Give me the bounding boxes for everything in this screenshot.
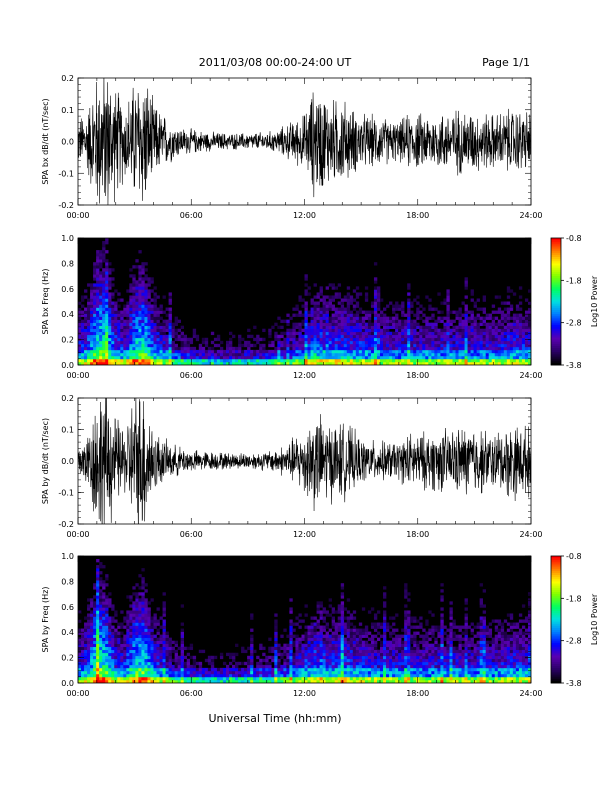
by-spectrogram-panel: -0.8 -1.8 -2.8 -3.8 Log10 Power 00:00 06:00 12:…	[41, 552, 599, 698]
y-axis-label: SPA bx dB/dt (nT/sec)	[41, 98, 50, 184]
y-tick-label: 1.0	[61, 234, 74, 243]
x-tick-label: 00:00	[66, 371, 89, 380]
x-tick-label: 18:00	[406, 211, 429, 220]
x-tick-label: 06:00	[180, 530, 203, 539]
y-tick-label: 0.8	[61, 259, 74, 268]
x-tick-label: 06:00	[180, 689, 203, 698]
y-tick-label: 0.0	[61, 138, 74, 147]
y-tick-label: 0.0	[61, 361, 74, 370]
y-tick-label: -0.2	[58, 520, 74, 529]
y-tick-label: 1.0	[61, 552, 74, 561]
y-axis-label: SPA bx Freq (Hz)	[41, 269, 50, 335]
bx-timeseries-trace	[78, 78, 531, 205]
x-tick-label: 24:00	[519, 689, 542, 698]
y-tick-label: 0.8	[61, 577, 74, 586]
x-tick-label: 12:00	[293, 211, 316, 220]
colorbar-tick-label: -1.8	[566, 594, 582, 603]
colorbar-tick-label: -1.8	[566, 276, 582, 285]
page-title: 2011/03/08 00:00-24:00 UT	[199, 56, 352, 69]
y-axis-label: SPA by dB/dt (nT/sec)	[41, 418, 50, 504]
by-spectrogram-colorbar: -0.8 -1.8 -2.8 -3.8 Log10 Power	[550, 552, 599, 688]
x-tick-label: 12:00	[293, 530, 316, 539]
x-tick-label: 12:00	[293, 371, 316, 380]
x-tick-label: 24:00	[519, 371, 542, 380]
y-tick-label: 0.4	[61, 628, 74, 637]
colorbar-tick-label: -0.8	[566, 234, 582, 243]
colorbar-tick-label: -3.8	[566, 679, 582, 688]
x-tick-label: 18:00	[406, 371, 429, 380]
y-tick-label: 0.6	[61, 603, 74, 612]
y-tick-label: 0.1	[61, 426, 74, 435]
x-tick-label: 06:00	[180, 371, 203, 380]
y-tick-label: -0.2	[58, 201, 74, 210]
y-tick-label: 0.4	[61, 310, 74, 319]
colorbar-tick-label: -0.8	[566, 552, 582, 561]
x-tick-label: 12:00	[293, 689, 316, 698]
y-tick-label: 0.2	[61, 336, 74, 345]
y-tick-label: 0.2	[61, 654, 74, 663]
y-tick-label: 0.6	[61, 285, 74, 294]
bx-spectrogram-cells	[78, 238, 531, 365]
colorbar-label: Log10 Power	[590, 275, 599, 327]
by-timeseries-panel: 00:00 06:00 12:00 18:00 24:00 -0.2 -0.1 0.0 0.1 0…	[41, 394, 543, 539]
bx-spectrogram-panel: -0.8 -1.8 -2.8 -3.8 Log10 Power 00:00 06:00 12:…	[41, 234, 599, 380]
y-tick-label: 0.2	[61, 394, 74, 403]
by-timeseries-trace	[78, 398, 531, 524]
bx-timeseries-panel: 00:00 06:00 12:00 18:00 24:00 -0.2 -0.1 0.0 0.1 0…	[41, 74, 543, 220]
colorbar-label: Log10 Power	[590, 593, 599, 645]
y-axis-label: SPA by Freq (Hz)	[41, 587, 50, 653]
bx-spectrogram-colorbar: -0.8 -1.8 -2.8 -3.8 Log10 Power	[550, 234, 599, 370]
x-tick-label: 06:00	[180, 211, 203, 220]
y-tick-label: -0.1	[58, 489, 74, 498]
x-tick-label: 00:00	[66, 530, 89, 539]
x-tick-label: 24:00	[519, 211, 542, 220]
by-spectrogram-cells	[78, 556, 531, 683]
y-tick-label: 0.0	[61, 679, 74, 688]
x-tick-label: 00:00	[66, 689, 89, 698]
x-tick-label: 18:00	[406, 530, 429, 539]
y-tick-label: -0.1	[58, 169, 74, 178]
colorbar-tick-label: -2.8	[566, 319, 582, 328]
panels: 00:00 06:00 12:00 18:00 24:00 -0.2 -0.1 0.0 0.1 0…	[41, 74, 599, 698]
y-tick-label: 0.0	[61, 457, 74, 466]
y-tick-label: 0.1	[61, 106, 74, 115]
x-tick-label: 24:00	[519, 530, 542, 539]
y-tick-label: 0.2	[61, 74, 74, 83]
x-tick-label: 18:00	[406, 689, 429, 698]
x-tick-label: 00:00	[66, 211, 89, 220]
colorbar-tick-label: -2.8	[566, 637, 582, 646]
colorbar-tick-label: -3.8	[566, 361, 582, 370]
page-number: Page 1/1	[482, 56, 530, 69]
x-axis-label: Universal Time (hh:mm)	[209, 712, 342, 725]
